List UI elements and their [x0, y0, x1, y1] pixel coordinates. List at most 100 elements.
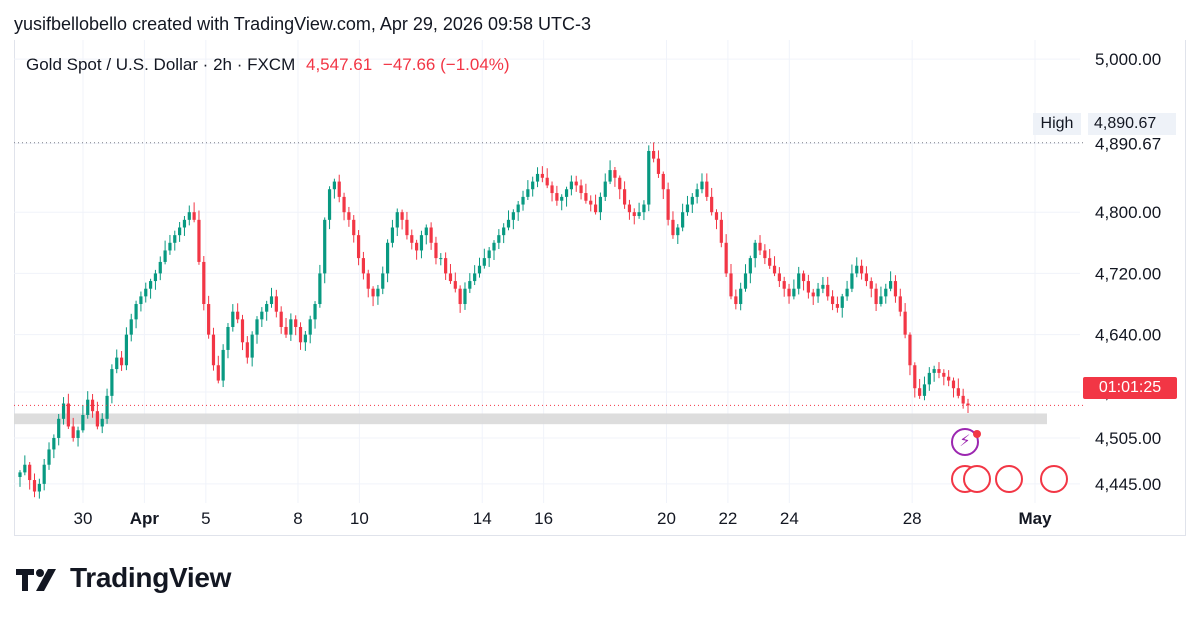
- candle-body: [294, 319, 298, 327]
- candle-body: [424, 227, 428, 236]
- x-tick-label: 20: [657, 509, 676, 528]
- candle-body: [879, 296, 883, 305]
- candle-body: [637, 212, 641, 217]
- candle-body: [129, 319, 133, 335]
- candle-body: [661, 173, 665, 190]
- candle-body: [729, 273, 733, 297]
- candle-body: [274, 296, 278, 312]
- candle-body: [593, 204, 598, 213]
- candle-body: [608, 170, 612, 182]
- high-value: 4,890.67: [1088, 113, 1176, 135]
- candle-body: [134, 304, 138, 320]
- candle-body: [734, 296, 738, 305]
- candle-body: [197, 219, 201, 262]
- candle-body: [782, 281, 786, 289]
- candle-body: [758, 242, 762, 251]
- candle-body: [695, 189, 699, 197]
- candle-body: [361, 258, 366, 274]
- candle-body: [927, 372, 931, 385]
- candle-body: [666, 189, 670, 220]
- x-tick-label: 10: [350, 509, 369, 528]
- candle-body: [419, 235, 424, 251]
- last-price: 4,547.61: [305, 55, 373, 74]
- candle-body: [410, 235, 414, 243]
- candle-body: [816, 288, 820, 297]
- candle-body: [482, 258, 486, 266]
- candle-body: [434, 242, 438, 259]
- symbol-name[interactable]: Gold Spot / U.S. Dollar · 2h · FXCM: [26, 55, 296, 74]
- candle-body: [589, 200, 593, 205]
- brand-name[interactable]: TradingView: [70, 562, 232, 593]
- candle-body: [898, 296, 902, 312]
- candle-body: [598, 196, 603, 213]
- candle-body: [531, 181, 535, 190]
- candle-body: [502, 227, 506, 236]
- candle-body: [956, 388, 960, 396]
- tradingview-logo-icon[interactable]: [16, 563, 64, 597]
- y-tick-label: 4,890.67: [1095, 134, 1161, 153]
- us-flag-icon[interactable]: [995, 465, 1023, 493]
- candle-body: [516, 204, 520, 213]
- candle-body: [415, 242, 419, 251]
- candle-body: [855, 265, 859, 274]
- candle-body: [574, 181, 578, 186]
- candle-body: [158, 261, 162, 274]
- candle-body: [540, 173, 544, 178]
- candle-body: [700, 181, 704, 190]
- candle-body: [710, 196, 714, 213]
- candle-body: [182, 219, 187, 228]
- candle-body: [569, 181, 573, 190]
- us-flag-icon[interactable]: [1040, 465, 1068, 493]
- candle-body: [371, 288, 375, 297]
- candle-body: [168, 242, 172, 251]
- x-tick-label: 5: [201, 509, 210, 528]
- price-axis: 5,000.00 4,890.67 4,800.00 4,720.00 4,640.00…: [1095, 50, 1161, 494]
- x-tick-label: May: [1018, 509, 1052, 528]
- candle-body: [748, 258, 752, 274]
- candle-body: [453, 281, 457, 289]
- candle-body: [47, 449, 51, 465]
- candle-body: [298, 326, 303, 343]
- candle-body: [743, 273, 748, 289]
- candle-body: [492, 242, 496, 251]
- candle-body: [961, 395, 965, 404]
- candle-body: [284, 326, 288, 335]
- candle-body: [61, 403, 66, 419]
- candle-body: [550, 185, 554, 194]
- candle-body: [207, 304, 211, 335]
- chart-frame[interactable]: [14, 40, 1186, 536]
- symbol-legend[interactable]: Gold Spot / U.S. Dollar · 2h · FXCM 4,54…: [26, 55, 510, 75]
- candle-body: [347, 212, 351, 220]
- candle-body: [477, 265, 482, 274]
- candle-body: [308, 319, 312, 335]
- candle-body: [647, 150, 651, 205]
- candle-body: [840, 296, 844, 308]
- event-dot: [973, 430, 981, 438]
- y-tick-label: 4,445.00: [1095, 475, 1161, 494]
- x-tick-label: 16: [534, 509, 553, 528]
- candle-body: [269, 296, 274, 305]
- candle-body: [739, 288, 743, 305]
- grid-lines: [14, 40, 1080, 503]
- candle-body: [231, 311, 235, 327]
- candle-body: [37, 483, 41, 492]
- candle-body: [627, 204, 632, 213]
- candle-body: [337, 181, 341, 197]
- candle-body: [830, 296, 835, 305]
- candle-body: [560, 196, 564, 201]
- candle-body: [859, 265, 864, 274]
- us-flag-icon[interactable]: [963, 465, 991, 493]
- candle-body: [187, 212, 191, 220]
- candle-body: [777, 273, 781, 282]
- candle-body: [245, 342, 249, 358]
- candle-body: [918, 388, 922, 396]
- candle-body: [381, 273, 385, 289]
- candle-body: [439, 258, 443, 260]
- x-tick-label: 28: [903, 509, 922, 528]
- candle-body: [458, 288, 462, 305]
- candle-body: [951, 380, 956, 389]
- candle-body: [124, 334, 129, 366]
- candle-body: [652, 150, 656, 159]
- candle-body: [32, 480, 37, 492]
